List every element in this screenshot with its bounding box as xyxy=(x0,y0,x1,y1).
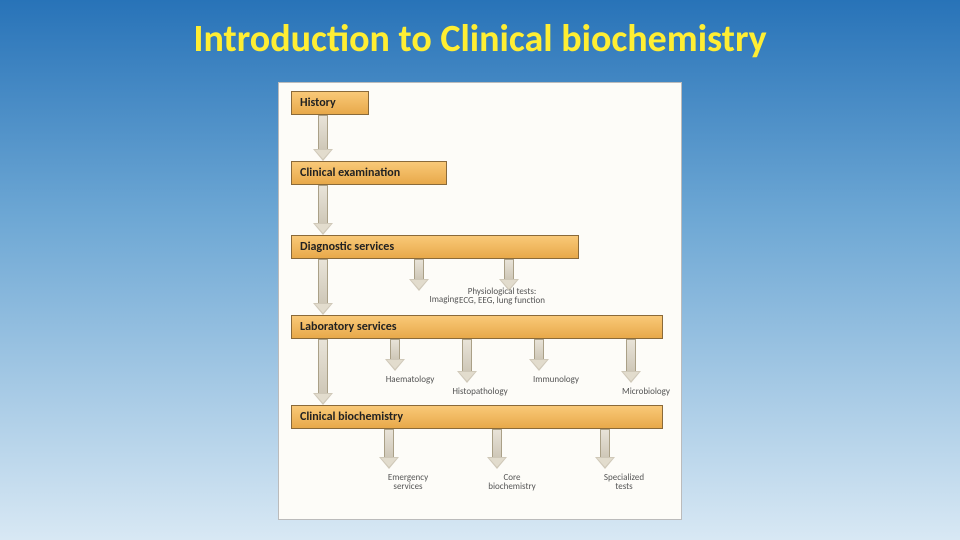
arrow-clin-sub-1 xyxy=(487,429,507,469)
flowchart-box-history: History xyxy=(291,91,369,115)
arrow-clin-sub-0 xyxy=(379,429,399,469)
lab-sublabel-0: Haematology xyxy=(355,375,465,384)
flowchart-diagram: History Clinical examination Diagnostic se… xyxy=(278,82,682,520)
page-title: Introduction to Clinical biochemistry xyxy=(0,16,960,62)
arrow-clin-sub-2 xyxy=(595,429,615,469)
flowchart-box-diagnostic: Diagnostic services xyxy=(291,235,579,259)
arrow-lab-sub-0 xyxy=(385,339,405,371)
arrow-lab-sub-1 xyxy=(457,339,477,383)
lab-sublabel-1: Histopathology xyxy=(425,387,535,396)
clin-sublabel-2: Specializedtests xyxy=(569,473,679,492)
lab-sublabel-3: Microbiology xyxy=(591,387,701,396)
arrow-main-0 xyxy=(313,115,333,161)
arrow-main-1 xyxy=(313,185,333,235)
clin-sublabel-1: Corebiochemistry xyxy=(457,473,567,492)
diag-sublabel-1: Physiological tests:ECG, EEG, lung funct… xyxy=(447,287,557,306)
flowchart-box-clinbio: Clinical biochemistry xyxy=(291,405,663,429)
arrow-lab-sub-2 xyxy=(529,339,549,371)
clin-sublabel-0: Emergencyservices xyxy=(353,473,463,492)
arrow-main-3 xyxy=(313,339,333,405)
flowchart-box-clinical-exam: Clinical examination xyxy=(291,161,447,185)
lab-sublabel-2: Immunology xyxy=(501,375,611,384)
arrow-main-2 xyxy=(313,259,333,315)
flowchart-box-laboratory: Laboratory services xyxy=(291,315,663,339)
arrow-diag-sub-0 xyxy=(409,259,429,291)
arrow-lab-sub-3 xyxy=(621,339,641,383)
